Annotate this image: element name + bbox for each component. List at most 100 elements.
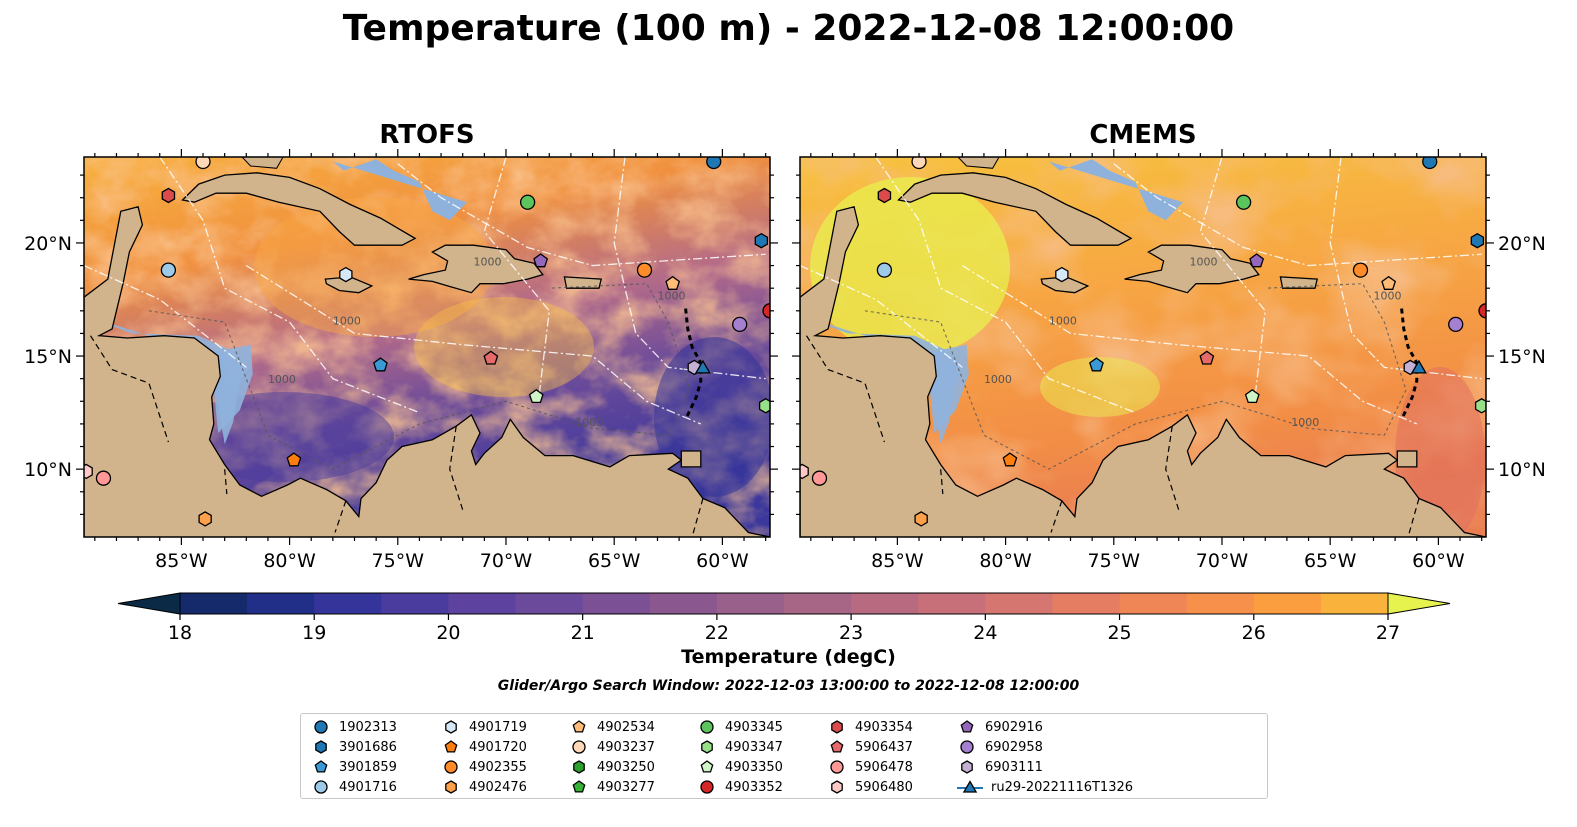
legend-item: 4902355 bbox=[441, 757, 527, 777]
legend-marker-icon bbox=[572, 780, 586, 793]
lat-tick-label: 10°N bbox=[1498, 459, 1546, 481]
lat-tick-label: 15°N bbox=[24, 346, 72, 368]
legend-label: 4902534 bbox=[597, 719, 655, 735]
contour-label: 1000 bbox=[1373, 290, 1401, 303]
rtofs-map-panel: 1000 1000 1000 1000 1000 85°W 80°W 75°W 70°W 65°W… bbox=[24, 149, 778, 572]
legend-label: 4903250 bbox=[597, 759, 655, 775]
legend-marker-icon bbox=[960, 740, 974, 754]
colorbar-tick-label: 20 bbox=[436, 622, 460, 644]
legend-item: 6902958 bbox=[957, 737, 1043, 757]
float-marker bbox=[161, 187, 176, 204]
legend-marker-icon bbox=[830, 740, 844, 753]
colorbar-segment bbox=[448, 593, 517, 614]
legend-label: 3901686 bbox=[339, 739, 397, 755]
float-marker bbox=[1244, 388, 1260, 404]
float-marker bbox=[1352, 262, 1369, 278]
cmems-map-panel: 1000 1000 1000 1000 1000 85°W 80°W 75°W 70°W 65°W… bbox=[792, 149, 1546, 572]
legend-label: 5906480 bbox=[855, 779, 913, 795]
colorbar-segment bbox=[851, 593, 919, 614]
float-marker bbox=[1055, 266, 1069, 283]
colorbar-segment bbox=[247, 593, 315, 614]
legend-label: 4903345 bbox=[725, 719, 783, 735]
legend-label: 4903350 bbox=[725, 759, 783, 775]
search-window-caption: Glider/Argo Search Window: 2022-12-03 13… bbox=[497, 678, 1080, 694]
float-marker bbox=[339, 266, 353, 283]
legend-item: 4903237 bbox=[569, 737, 655, 757]
float-marker bbox=[636, 262, 653, 278]
lon-tick-label: 70°W bbox=[480, 550, 533, 572]
lon-tick-label: 85°W bbox=[155, 550, 208, 572]
float-marker bbox=[528, 388, 544, 404]
lon-tick-label: 85°W bbox=[871, 550, 924, 572]
legend-label: 4903352 bbox=[725, 779, 783, 795]
legend-marker-icon bbox=[831, 720, 843, 734]
legend-marker-icon bbox=[960, 720, 974, 733]
legend-label: 4901719 bbox=[469, 719, 527, 735]
colorbar-segment bbox=[985, 593, 1053, 614]
lon-tick-label: 70°W bbox=[1196, 550, 1249, 572]
legend-marker-icon bbox=[700, 760, 714, 773]
colorbar-tick-label: 26 bbox=[1242, 622, 1266, 644]
lat-tick-label: 10°N bbox=[24, 459, 72, 481]
float-marker bbox=[1249, 253, 1265, 268]
legend-item: 4903277 bbox=[569, 777, 655, 797]
float-marker bbox=[1474, 398, 1486, 414]
legend-label: 4903277 bbox=[597, 779, 655, 795]
float-legend: 1902313 3901686 3901859 4901716 4901719 49017… bbox=[300, 713, 1268, 799]
contour-label: 1000 bbox=[984, 373, 1012, 386]
colorbar-segment bbox=[1320, 593, 1389, 614]
colorbar-tick-label: 21 bbox=[571, 622, 595, 644]
legend-item: 5906478 bbox=[827, 757, 913, 777]
legend-marker-icon bbox=[573, 760, 585, 774]
legend-marker-icon bbox=[961, 760, 973, 774]
colorbar-segment bbox=[1052, 593, 1121, 614]
legend-label: 5906478 bbox=[855, 759, 913, 775]
legend-marker-icon bbox=[701, 740, 713, 754]
legend-item: 4902534 bbox=[569, 717, 655, 737]
legend-item: 5906437 bbox=[827, 737, 913, 757]
legend-item: 4903350 bbox=[697, 757, 783, 777]
legend-label: 6902958 bbox=[985, 739, 1043, 755]
legend-item: 4903250 bbox=[569, 757, 655, 777]
float-marker bbox=[1410, 359, 1427, 374]
contour-label: 1000 bbox=[1049, 314, 1077, 327]
lon-tick-label: 80°W bbox=[979, 550, 1032, 572]
legend-marker-icon bbox=[572, 740, 586, 754]
colorbar-segment bbox=[649, 593, 718, 614]
contour-label: 1000 bbox=[333, 314, 361, 327]
float-marker bbox=[95, 470, 112, 486]
float-marker bbox=[758, 398, 770, 414]
legend-label: ru29-20221116T1326 bbox=[991, 779, 1134, 795]
colorbar-segment bbox=[716, 593, 785, 614]
float-marker bbox=[160, 262, 177, 278]
legend-label: 4902355 bbox=[469, 759, 527, 775]
legend-marker-icon bbox=[830, 760, 844, 774]
legend-marker-icon bbox=[700, 780, 714, 794]
legend-marker-icon bbox=[831, 780, 843, 794]
panel-title-rtofs: RTOFS bbox=[379, 120, 475, 150]
lon-tick-label: 75°W bbox=[372, 550, 425, 572]
legend-marker-icon bbox=[957, 780, 983, 793]
legend-marker-icon bbox=[444, 760, 458, 774]
lon-tick-label: 80°W bbox=[263, 550, 316, 572]
legend-label: 1902313 bbox=[339, 719, 397, 735]
legend-marker-icon bbox=[314, 760, 328, 773]
colorbar-label: Temperature (degC) bbox=[681, 646, 896, 668]
contour-label: 1000 bbox=[575, 416, 603, 429]
legend-label: 4901716 bbox=[339, 779, 397, 795]
float-marker bbox=[694, 359, 711, 374]
float-marker bbox=[1089, 357, 1104, 372]
legend-label: 4901720 bbox=[469, 739, 527, 755]
contour-label: 1000 bbox=[1291, 416, 1319, 429]
colorbar-tick-label: 27 bbox=[1376, 622, 1400, 644]
colorbar-segment bbox=[582, 593, 651, 614]
legend-label: 4903237 bbox=[597, 739, 655, 755]
float-marker bbox=[1470, 232, 1485, 249]
float-marker bbox=[877, 187, 892, 204]
float-marker bbox=[754, 232, 769, 249]
float-marker bbox=[519, 194, 536, 210]
contour-label: 1000 bbox=[268, 373, 296, 386]
contour-label: 1000 bbox=[657, 290, 685, 303]
float-marker bbox=[1448, 316, 1464, 333]
